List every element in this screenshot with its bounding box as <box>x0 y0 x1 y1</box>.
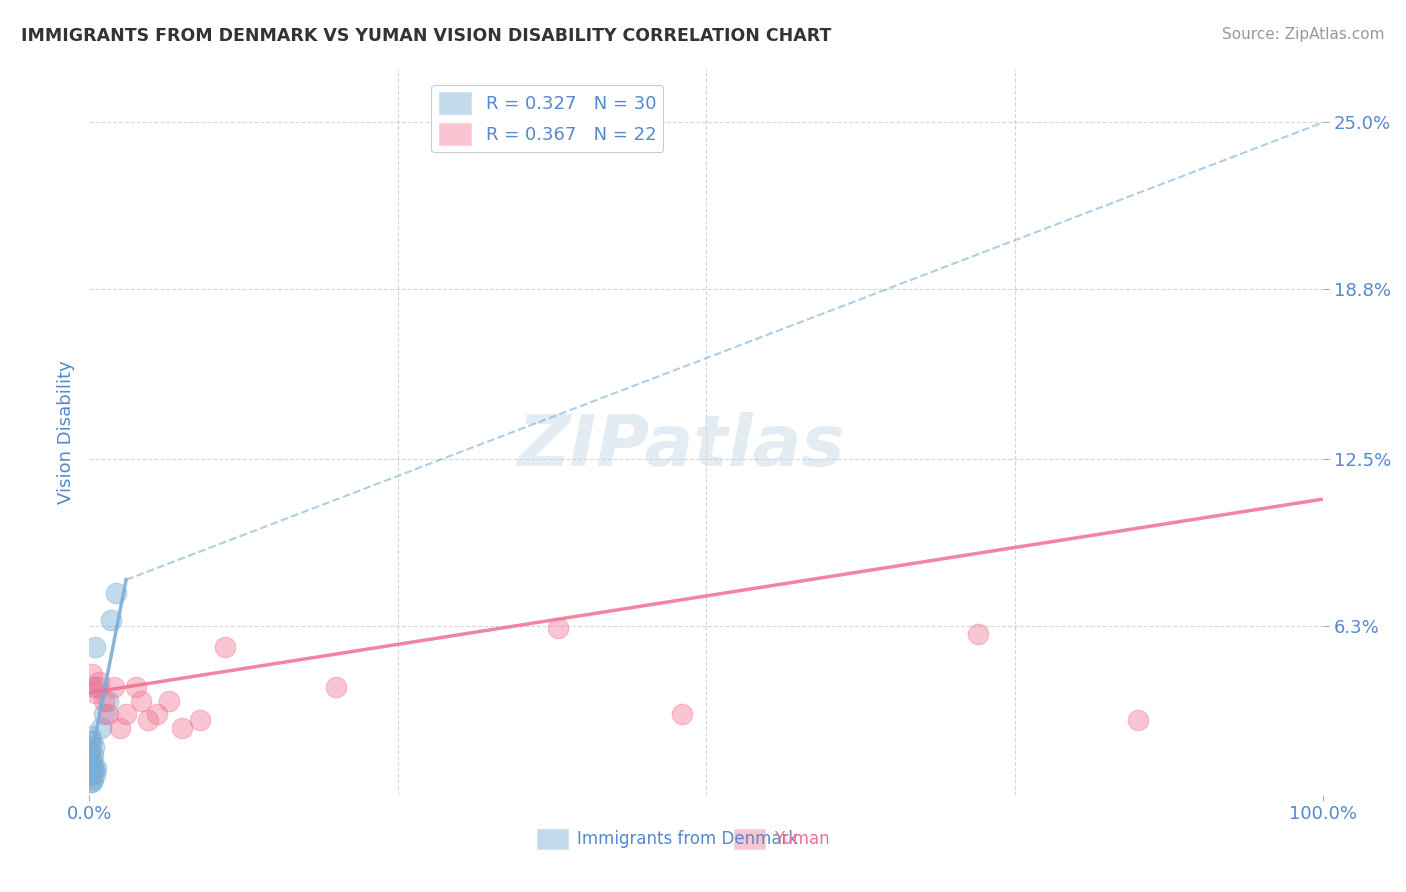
Point <box>157 694 180 708</box>
Point <box>325 681 347 695</box>
Point <box>84 686 107 700</box>
Point <box>108 721 131 735</box>
Point <box>84 640 107 654</box>
Point <box>86 681 108 695</box>
Point <box>1128 713 1150 727</box>
Text: ZIPatlas: ZIPatlas <box>517 412 845 481</box>
Point <box>87 675 110 690</box>
Point <box>80 753 103 767</box>
Point <box>80 774 103 789</box>
Point <box>105 586 128 600</box>
Text: IMMIGRANTS FROM DENMARK VS YUMAN VISION DISABILITY CORRELATION CHART: IMMIGRANTS FROM DENMARK VS YUMAN VISION … <box>21 27 831 45</box>
Point <box>170 721 193 735</box>
Point <box>136 713 159 727</box>
Point <box>79 766 101 780</box>
Point <box>100 613 122 627</box>
Text: Immigrants from Denmark: Immigrants from Denmark <box>576 830 799 847</box>
Point <box>79 729 101 743</box>
Point <box>79 739 101 754</box>
Point <box>79 756 101 770</box>
Point <box>82 772 104 786</box>
Point <box>129 694 152 708</box>
Point <box>82 747 104 762</box>
Point <box>80 734 103 748</box>
Point <box>79 774 101 789</box>
Point <box>671 707 693 722</box>
Legend: R = 0.327   N = 30, R = 0.367   N = 22: R = 0.327 N = 30, R = 0.367 N = 22 <box>432 85 664 153</box>
Point <box>79 758 101 772</box>
Point <box>79 734 101 748</box>
Point <box>188 713 211 727</box>
Point <box>97 707 120 722</box>
Point <box>146 707 169 722</box>
Point <box>80 667 103 681</box>
Point <box>80 761 103 775</box>
Point <box>125 681 148 695</box>
Point <box>93 707 115 722</box>
Point <box>79 761 101 775</box>
Text: Yuman: Yuman <box>773 830 830 847</box>
Point <box>82 681 104 695</box>
Point <box>80 766 103 780</box>
Point <box>103 681 125 695</box>
Point <box>83 761 105 775</box>
Point <box>84 766 107 780</box>
Point <box>86 761 108 775</box>
Point <box>547 621 569 635</box>
Point <box>214 640 236 654</box>
Point <box>79 745 101 759</box>
Y-axis label: Vision Disability: Vision Disability <box>58 359 75 504</box>
Point <box>966 626 988 640</box>
Point <box>83 739 105 754</box>
Point <box>115 707 138 722</box>
Point <box>97 694 120 708</box>
Point <box>93 694 115 708</box>
Point <box>82 761 104 775</box>
Point <box>90 721 112 735</box>
Text: Source: ZipAtlas.com: Source: ZipAtlas.com <box>1222 27 1385 42</box>
Point <box>79 750 101 764</box>
Point <box>79 769 101 783</box>
